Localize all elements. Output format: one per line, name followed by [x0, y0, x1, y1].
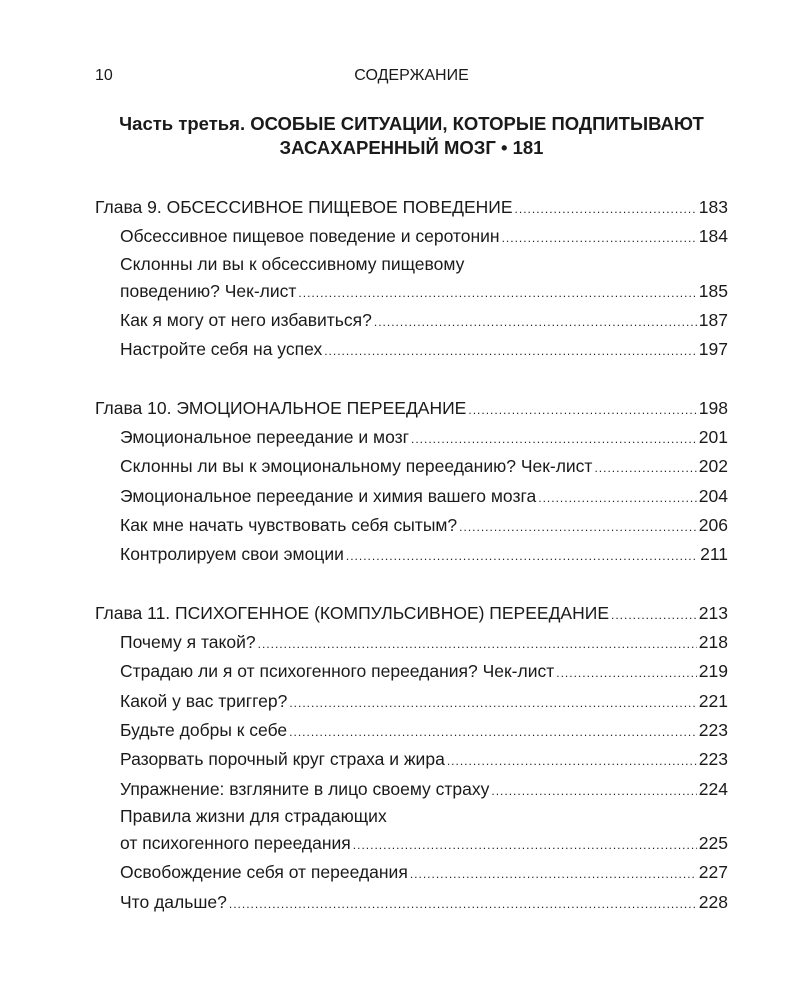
page-number: 184	[698, 226, 728, 247]
toc-entry: Эмоциональное переедание и мозг 201	[95, 423, 728, 452]
page-number: 204	[698, 485, 728, 506]
entry-title: Как мне начать чувствовать себя сытым?	[120, 514, 458, 535]
dot-leader	[229, 890, 697, 919]
entry-title: Почему я такой?	[120, 632, 256, 653]
toc-entry: Правила жизни для страдающих	[95, 804, 728, 829]
entry-title: Эмоциональное переедание и мозг	[120, 427, 410, 448]
page-number: 206	[698, 514, 728, 535]
dot-leader	[459, 513, 697, 542]
entry-title: поведению? Чек-лист	[120, 280, 297, 301]
entry-title: Глава 11. ПСИХОГЕННОЕ (КОМПУЛЬСИВНОЕ) ПЕ…	[95, 602, 609, 623]
toc-entry: Склонны ли вы к эмоциональному переедани…	[95, 452, 728, 481]
toc-entry: Страдаю ли я от психогенного переедания?…	[95, 657, 728, 686]
entry-title: от психогенного переедания	[120, 832, 351, 853]
page-number: 223	[698, 749, 728, 770]
page-number: 202	[698, 456, 728, 477]
page-number: 225	[698, 832, 728, 853]
toc-entry: Упражнение: взгляните в лицо своему стра…	[95, 775, 728, 804]
entry-title: Освобождение себя от переедания	[120, 862, 408, 883]
toc-entry: Разорвать порочный круг страха и жира 223	[95, 745, 728, 774]
dot-leader	[324, 337, 697, 366]
dot-leader	[468, 396, 696, 425]
page-number: 218	[698, 632, 728, 653]
entry-title: Эмоциональное переедание и химия вашего …	[120, 485, 537, 506]
page-number: 201	[698, 427, 728, 448]
part-title-line-1: Часть третья. ОСОБЫЕ СИТУАЦИИ, КОТОРЫЕ П…	[119, 113, 704, 134]
page-number: 10	[95, 67, 113, 84]
dot-leader	[491, 777, 696, 806]
entry-title: Что дальше?	[120, 891, 227, 912]
page-number: 185	[698, 280, 728, 301]
toc-entry: Освобождение себя от переедания 227	[95, 858, 728, 887]
toc-entry: поведению? Чек-лист 185	[95, 277, 728, 306]
toc-entry: Почему я такой? 218	[95, 628, 728, 657]
entry-title: Глава 10. ЭМОЦИОНАЛЬНОЕ ПЕРЕЕДАНИЕ	[95, 397, 467, 418]
page-number: 228	[698, 891, 728, 912]
dot-leader	[502, 224, 697, 253]
toc-entry: от психогенного переедания 225	[95, 829, 728, 858]
dot-leader	[374, 308, 697, 337]
page-number: 213	[698, 602, 728, 623]
entry-title: Склонны ли вы к обсессивному пищевому	[120, 253, 465, 274]
entry-title: Обсессивное пищевое поведение и серотони…	[120, 226, 500, 247]
chapter-heading: Глава 9. ОБСЕССИВНОЕ ПИЩЕВОЕ ПОВЕДЕНИЕ 18…	[95, 193, 728, 222]
toc-entry: Будьте добры к себе 223	[95, 716, 728, 745]
entry-title: Как я могу от него избавиться?	[120, 309, 372, 330]
dot-leader	[556, 659, 697, 688]
toc-entry: Эмоциональное переедание и химия вашего …	[95, 482, 728, 511]
dot-leader	[289, 718, 697, 747]
entry-title: Настройте себя на успех	[120, 339, 323, 360]
page-number: 224	[698, 778, 728, 799]
dot-leader	[410, 860, 697, 889]
chapter-heading: Глава 10. ЭМОЦИОНАЛЬНОЕ ПЕРЕЕДАНИЕ 198	[95, 394, 728, 423]
entry-title: Страдаю ли я от психогенного переедания?…	[120, 661, 555, 682]
toc-entry: Контролируем свои эмоции 211	[95, 540, 728, 569]
dot-leader	[447, 747, 697, 776]
page-number: 223	[698, 720, 728, 741]
page-number: 197	[698, 339, 728, 360]
part-title-line-2: ЗАСАХАРЕННЫЙ МОЗГ • 181	[279, 137, 544, 158]
entry-title: Разорвать порочный круг страха и жира	[120, 749, 445, 770]
entry-title: Какой у вас триггер?	[120, 690, 288, 711]
dot-leader	[594, 454, 696, 483]
toc-entry: Склонны ли вы к обсессивному пищевому	[95, 252, 728, 277]
chapter-group: Глава 10. ЭМОЦИОНАЛЬНОЕ ПЕРЕЕДАНИЕ 198 Эмо…	[95, 394, 728, 570]
entry-title: Контролируем свои эмоции	[120, 544, 344, 565]
page-number: 221	[698, 690, 728, 711]
dot-leader	[258, 630, 697, 659]
entry-title: Правила жизни для страдающих	[120, 805, 387, 826]
toc-entry: Как я могу от него избавиться? 187	[95, 306, 728, 335]
part-title: Часть третья. ОСОБЫЕ СИТУАЦИИ, КОТОРЫЕ П…	[95, 112, 728, 160]
toc-entry: Что дальше? 228	[95, 888, 728, 917]
entry-title: Упражнение: взгляните в лицо своему стра…	[120, 778, 490, 799]
chapter-group: Глава 9. ОБСЕССИВНОЕ ПИЩЕВОЕ ПОВЕДЕНИЕ 18…	[95, 193, 728, 364]
toc-entry: Обсессивное пищевое поведение и серотони…	[95, 222, 728, 251]
dot-leader	[411, 425, 697, 454]
dot-leader	[346, 542, 698, 571]
entry-title: Будьте добры к себе	[120, 720, 288, 741]
chapter-heading: Глава 11. ПСИХОГЕННОЕ (КОМПУЛЬСИВНОЕ) ПЕ…	[95, 599, 728, 628]
toc-entry: Настройте себя на успех 197	[95, 335, 728, 364]
page-number: 219	[698, 661, 728, 682]
toc-entry: Как мне начать чувствовать себя сытым? 20…	[95, 511, 728, 540]
chapter-group: Глава 11. ПСИХОГЕННОЕ (КОМПУЛЬСИВНОЕ) ПЕ…	[95, 599, 728, 917]
dot-leader	[298, 279, 696, 308]
dot-leader	[289, 689, 696, 718]
page-number: 227	[698, 862, 728, 883]
entry-title: Склонны ли вы к эмоциональному переедани…	[120, 456, 593, 477]
dot-leader	[515, 195, 697, 224]
toc-entry: Какой у вас триггер? 221	[95, 687, 728, 716]
page-number: 211	[700, 544, 728, 565]
page-header: 10 СОДЕРЖАНИЕ	[95, 67, 728, 89]
table-of-contents: Глава 9. ОБСЕССИВНОЕ ПИЩЕВОЕ ПОВЕДЕНИЕ 18…	[95, 193, 728, 946]
page-number: 187	[698, 309, 728, 330]
entry-title: Глава 9. ОБСЕССИВНОЕ ПИЩЕВОЕ ПОВЕДЕНИЕ	[95, 197, 513, 217]
dot-leader	[611, 601, 697, 630]
page-number: 183	[698, 197, 728, 217]
dot-leader	[538, 484, 697, 513]
dot-leader	[353, 831, 697, 860]
running-title: СОДЕРЖАНИЕ	[354, 67, 469, 84]
page-number: 198	[698, 397, 728, 418]
